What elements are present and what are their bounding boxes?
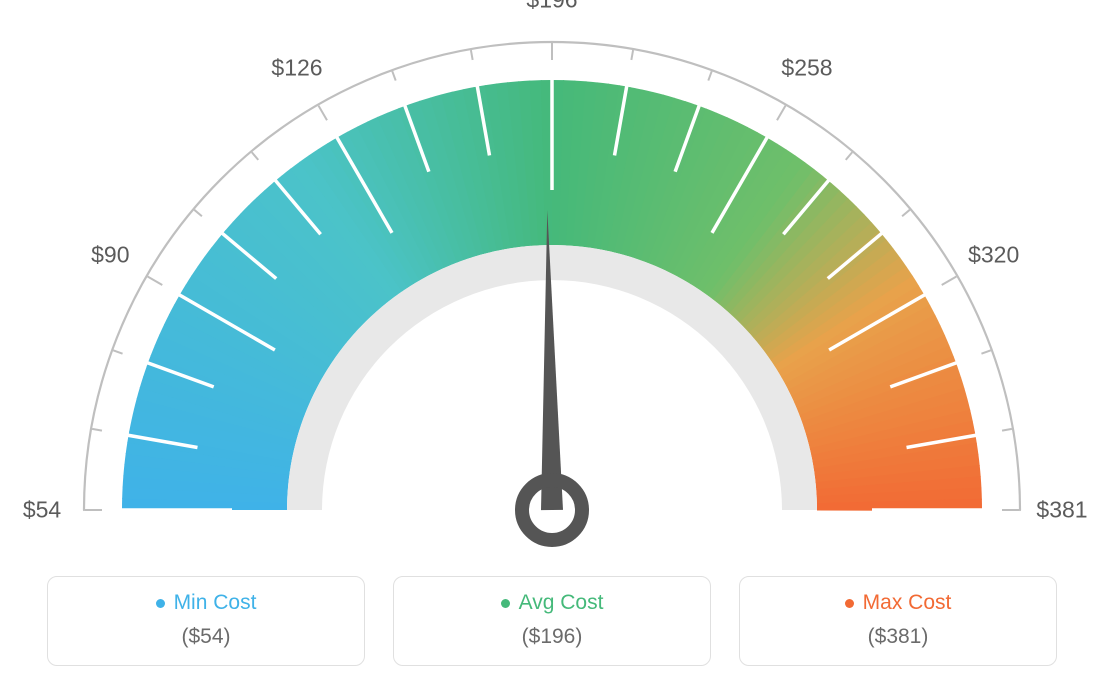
gauge-tick-label: $126 (271, 55, 322, 82)
gauge-svg (0, 10, 1104, 570)
gauge-tick-label: $196 (526, 0, 577, 14)
legend-card-avg: Avg Cost ($196) (393, 576, 711, 666)
legend-avg-title: Avg Cost (501, 591, 604, 615)
legend-card-max: Max Cost ($381) (739, 576, 1057, 666)
legend-card-min: Min Cost ($54) (47, 576, 365, 666)
gauge-tick-label: $90 (91, 242, 129, 269)
legend-max-value: ($381) (740, 625, 1056, 649)
legend-avg-value: ($196) (394, 625, 710, 649)
legend-min-title: Min Cost (156, 591, 257, 615)
legend-row: Min Cost ($54) Avg Cost ($196) Max Cost … (0, 576, 1104, 666)
gauge-tick-label: $258 (781, 55, 832, 82)
gauge-chart: $54 $90 $126 $196 $258 $320 $381 (0, 0, 1104, 560)
legend-max-title: Max Cost (845, 591, 952, 615)
gauge-tick-label: $320 (968, 242, 1019, 269)
gauge-tick-label: $54 (23, 497, 61, 524)
legend-min-value: ($54) (48, 625, 364, 649)
gauge-tick-label: $381 (1036, 497, 1087, 524)
